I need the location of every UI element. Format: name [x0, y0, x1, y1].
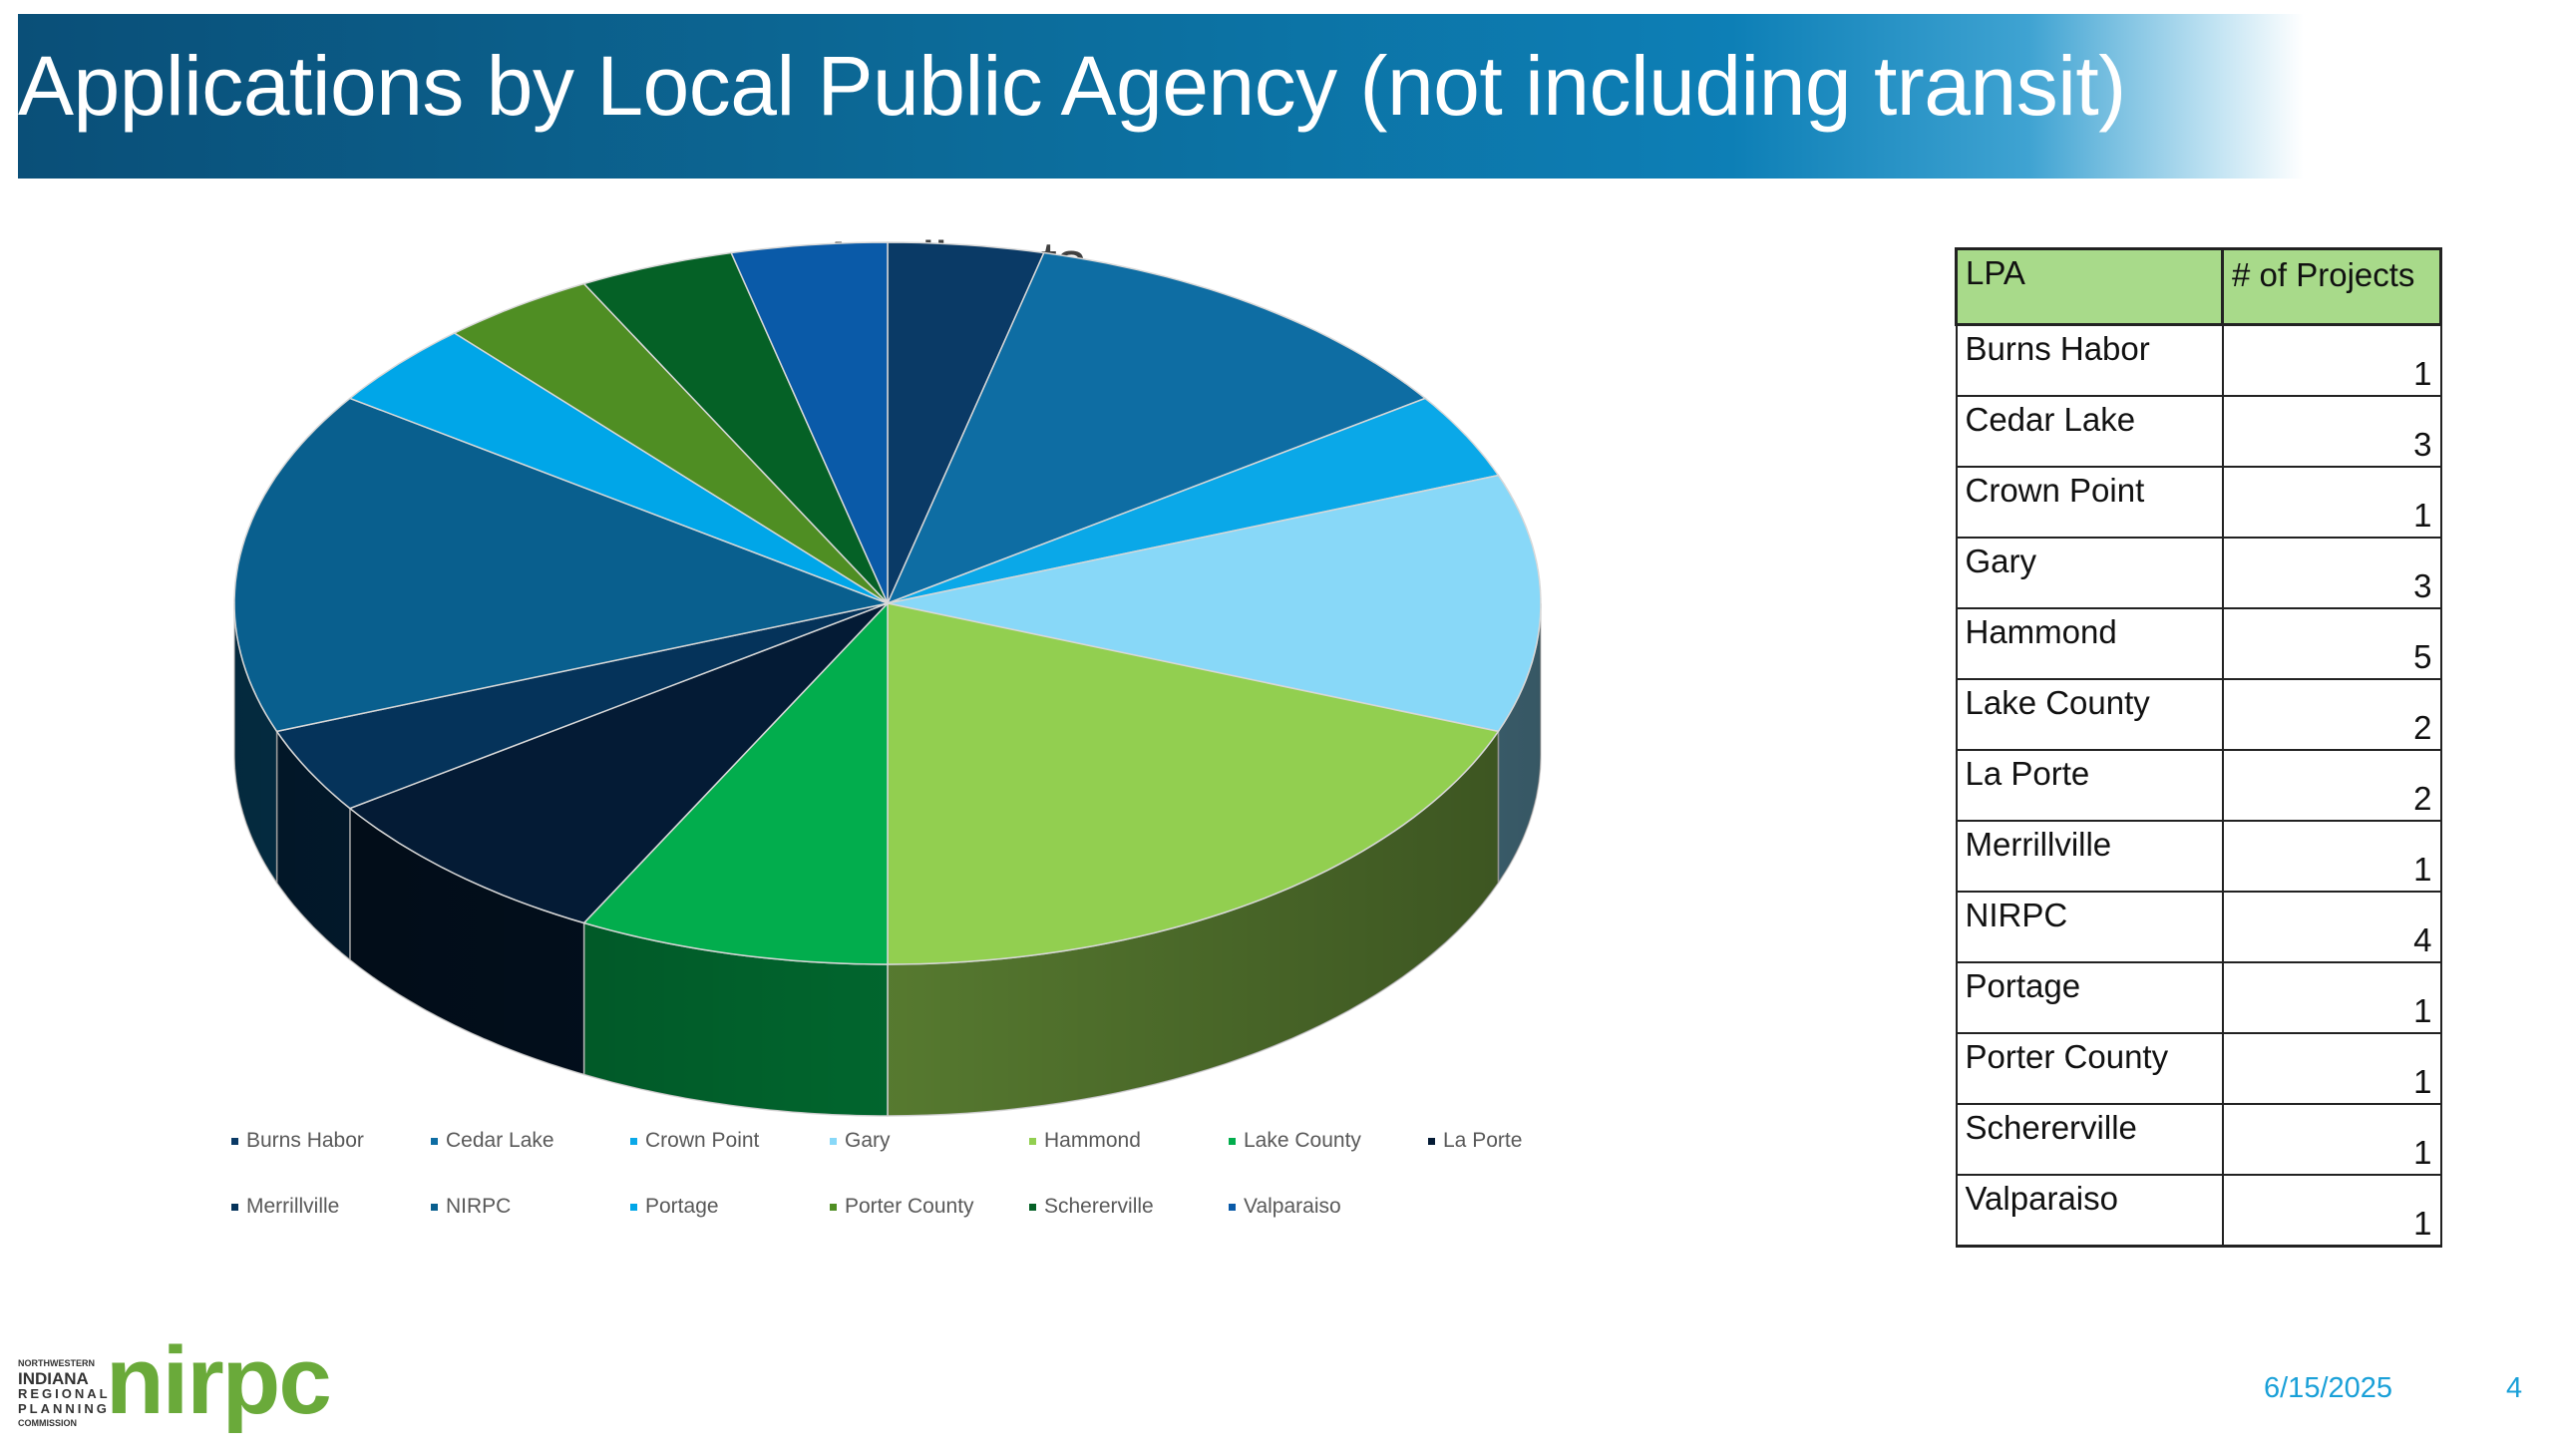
- legend-marker-portage: [630, 1204, 637, 1211]
- legend-marker-lake-county: [1229, 1138, 1236, 1145]
- table-row: Valparaiso 1: [1955, 1174, 2442, 1248]
- pie-slice-la-porte: [348, 602, 889, 924]
- pie-slice-cedar-lake: [886, 251, 1427, 605]
- legend-marker-schererville: [1029, 1204, 1036, 1211]
- legend-marker-burns-habor: [231, 1138, 238, 1145]
- table-header-lpa: LPA: [1955, 247, 2224, 326]
- table-row: Merrillville 1: [1955, 820, 2442, 893]
- table-cell-projects: 2: [2221, 749, 2442, 822]
- table-row: Porter County 1: [1955, 1032, 2442, 1105]
- logo-wordmark: nirpc: [106, 1327, 332, 1434]
- legend-marker-crown-point: [630, 1138, 637, 1145]
- legend-label: Porter County: [845, 1195, 974, 1218]
- table-cell-projects: 5: [2221, 607, 2442, 680]
- pie-slice-porter-county: [453, 282, 889, 604]
- pie-slice-merrillville: [275, 602, 889, 810]
- table-cell-projects: 1: [2221, 1174, 2442, 1248]
- pie-slice-gary: [887, 474, 1542, 733]
- pie-sides: [233, 603, 1542, 1117]
- table-row: Lake County 2: [1955, 678, 2442, 751]
- table-cell-projects: 3: [2221, 395, 2442, 468]
- legend-label: Crown Point: [645, 1129, 760, 1152]
- table-row: Gary 3: [1955, 537, 2442, 609]
- table-cell-lpa: NIRPC: [1955, 891, 2224, 963]
- slide-date: 6/15/2025: [2264, 1372, 2393, 1404]
- table-row: NIRPC 4: [1955, 891, 2442, 963]
- legend-marker-cedar-lake: [431, 1138, 438, 1145]
- legend-label: Cedar Lake: [446, 1129, 554, 1152]
- pie-slice-schererville: [582, 251, 889, 604]
- pie-side-shading: [234, 603, 1541, 1116]
- table-row: Hammond 5: [1955, 607, 2442, 680]
- legend-label: NIRPC: [446, 1195, 511, 1218]
- table-cell-lpa: Merrillville: [1955, 820, 2224, 893]
- legend-label: La Porte: [1443, 1129, 1522, 1152]
- legend-marker-nirpc: [431, 1204, 438, 1211]
- table-cell-lpa: Cedar Lake: [1955, 395, 2224, 468]
- pie-slice-burns-habor: [887, 241, 1045, 604]
- legend-label: Portage: [645, 1195, 719, 1218]
- table-row: Schererville 1: [1955, 1103, 2442, 1176]
- table-header-projects: # of Projects: [2221, 247, 2442, 326]
- table-cell-projects: 2: [2221, 678, 2442, 751]
- table-cell-lpa: Hammond: [1955, 607, 2224, 680]
- table-cell-projects: 4: [2221, 891, 2442, 963]
- title-banner: [18, 14, 2304, 179]
- table-cell-projects: 1: [2221, 961, 2442, 1034]
- legend-label: Merrillville: [246, 1195, 339, 1218]
- pie-slice-crown-point: [887, 397, 1500, 604]
- table-row: Crown Point 1: [1955, 466, 2442, 539]
- legend-marker-merrillville: [231, 1204, 238, 1211]
- table-row: La Porte 2: [1955, 749, 2442, 822]
- table-cell-lpa: Crown Point: [1955, 466, 2224, 539]
- legend-label: Hammond: [1044, 1129, 1141, 1152]
- table-row: Burns Habor 1: [1955, 323, 2442, 397]
- nirpc-logo: NORTHWESTERN INDIANA REGIONAL PLANNING C…: [18, 1327, 347, 1456]
- pie-slice-nirpc: [233, 397, 891, 733]
- table-cell-lpa: La Porte: [1955, 749, 2224, 822]
- table-row: Cedar Lake 3: [1955, 395, 2442, 468]
- logo-agency-name: NORTHWESTERN INDIANA REGIONAL PLANNING C…: [18, 1358, 111, 1428]
- table-cell-lpa: Gary: [1955, 537, 2224, 609]
- table-cell-projects: 1: [2221, 1032, 2442, 1105]
- table-cell-lpa: Porter County: [1955, 1032, 2224, 1105]
- slide-page-number: 4: [2506, 1372, 2523, 1404]
- lpa-projects-table: LPA # of Projects Burns Habor 1 Cedar Lake…: [1955, 247, 2442, 1248]
- legend-label: Burns Habor: [246, 1129, 364, 1152]
- legend-marker-valparaiso: [1229, 1204, 1236, 1211]
- table-cell-projects: 1: [2221, 820, 2442, 893]
- table-cell-lpa: Schererville: [1955, 1103, 2224, 1176]
- legend-label: Valparaiso: [1244, 1195, 1341, 1218]
- legend-marker-gary: [830, 1138, 837, 1145]
- table-cell-projects: 1: [2221, 1103, 2442, 1176]
- pie-tops: [233, 241, 1542, 965]
- slide-title: Applications by Local Public Agency (not…: [18, 39, 2126, 133]
- pie-slice-valparaiso: [730, 241, 889, 604]
- legend-marker-hammond: [1029, 1138, 1036, 1145]
- legend-marker-porter-county: [830, 1204, 837, 1211]
- table-cell-lpa: Burns Habor: [1955, 323, 2224, 397]
- table-cell-lpa: Portage: [1955, 961, 2224, 1034]
- legend-label: Gary: [845, 1129, 891, 1152]
- legend-marker-la-porte: [1428, 1138, 1435, 1145]
- table-cell-projects: 1: [2221, 466, 2442, 539]
- table-cell-lpa: Lake County: [1955, 678, 2224, 751]
- table-cell-lpa: Valparaiso: [1955, 1174, 2224, 1248]
- legend-label: Schererville: [1044, 1195, 1154, 1218]
- pie-slice-lake-county: [582, 601, 889, 965]
- legend-label: Lake County: [1244, 1129, 1361, 1152]
- pie-slice-hammond: [887, 602, 1500, 965]
- table-cell-projects: 3: [2221, 537, 2442, 609]
- chart-legend: Burns Habor Cedar Lake Crown Point Gary Hamm…: [231, 1129, 1522, 1218]
- table-cell-projects: 1: [2221, 323, 2442, 397]
- table-row: Portage 1: [1955, 961, 2442, 1034]
- pie-slice-portage: [348, 332, 889, 604]
